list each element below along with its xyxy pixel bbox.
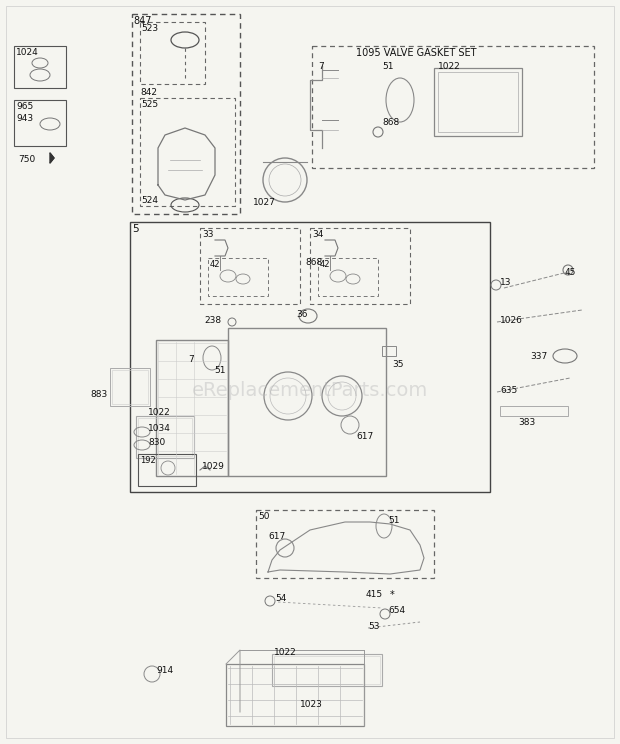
Text: 654: 654: [388, 606, 405, 615]
Text: *: *: [390, 590, 395, 600]
Text: 868: 868: [305, 258, 322, 267]
Text: 914: 914: [156, 666, 173, 675]
Bar: [140, 22, 205, 84]
Bar: [130, 222, 490, 492]
Text: 7: 7: [188, 355, 193, 364]
Bar: [14, 100, 66, 146]
Bar: [110, 368, 150, 406]
Bar: [272, 654, 382, 686]
Bar: [14, 46, 66, 88]
Text: 1024: 1024: [16, 48, 39, 57]
Bar: [136, 416, 194, 458]
Bar: [312, 46, 594, 168]
Bar: [138, 454, 196, 486]
Bar: [112, 370, 148, 404]
Bar: [228, 328, 386, 476]
Text: 50: 50: [258, 512, 270, 521]
Text: 337: 337: [530, 352, 547, 361]
Bar: [256, 510, 434, 578]
Text: 238: 238: [204, 316, 221, 325]
Text: 847: 847: [133, 16, 151, 26]
Text: 524: 524: [141, 196, 158, 205]
Text: 830: 830: [148, 438, 166, 447]
Text: 383: 383: [518, 418, 535, 427]
Text: 750: 750: [18, 155, 35, 164]
Text: 1022: 1022: [148, 408, 171, 417]
Text: eReplacementParts.com: eReplacementParts.com: [192, 380, 428, 400]
Text: 1095 VALVE GASKET SET: 1095 VALVE GASKET SET: [356, 48, 477, 58]
Bar: [138, 418, 192, 456]
Text: 51: 51: [382, 62, 394, 71]
Text: 192: 192: [140, 456, 156, 465]
Text: 965: 965: [16, 102, 33, 111]
Text: 51: 51: [388, 516, 399, 525]
Text: 943: 943: [16, 114, 33, 123]
Bar: [132, 14, 240, 214]
Text: 1023: 1023: [300, 700, 323, 709]
Bar: [156, 340, 228, 476]
Text: 36: 36: [296, 310, 308, 319]
Text: 34: 34: [312, 230, 324, 239]
Text: 883: 883: [90, 390, 107, 399]
Text: 53: 53: [368, 622, 379, 631]
Bar: [310, 228, 410, 304]
Bar: [434, 68, 522, 136]
Text: 842: 842: [140, 88, 157, 97]
Text: 33: 33: [202, 230, 213, 239]
Text: 1027: 1027: [253, 198, 276, 207]
Text: 5: 5: [132, 224, 139, 234]
Bar: [438, 72, 518, 132]
Bar: [140, 98, 235, 206]
Text: 1034: 1034: [148, 424, 171, 433]
Text: 45: 45: [565, 268, 577, 277]
Bar: [274, 656, 380, 684]
Text: 13: 13: [500, 278, 511, 287]
Text: 7: 7: [318, 62, 324, 71]
Text: 415: 415: [366, 590, 383, 599]
Text: 1026: 1026: [500, 316, 523, 325]
Text: 51: 51: [214, 366, 226, 375]
Bar: [382, 346, 396, 356]
Bar: [200, 228, 300, 304]
Text: 1029: 1029: [202, 462, 225, 471]
Bar: [500, 406, 568, 416]
Text: 617: 617: [268, 532, 285, 541]
Polygon shape: [50, 153, 54, 163]
Bar: [318, 258, 378, 296]
Text: 42: 42: [320, 260, 330, 269]
Text: 1022: 1022: [274, 648, 297, 657]
Text: 617: 617: [356, 432, 373, 441]
Text: 525: 525: [141, 100, 158, 109]
Text: 1022: 1022: [438, 62, 461, 71]
Bar: [208, 258, 268, 296]
Text: 635: 635: [500, 386, 517, 395]
Bar: [226, 664, 364, 726]
Text: 42: 42: [210, 260, 221, 269]
Text: 54: 54: [275, 594, 286, 603]
Text: 523: 523: [141, 24, 158, 33]
Text: 868: 868: [382, 118, 399, 127]
Text: 35: 35: [392, 360, 404, 369]
